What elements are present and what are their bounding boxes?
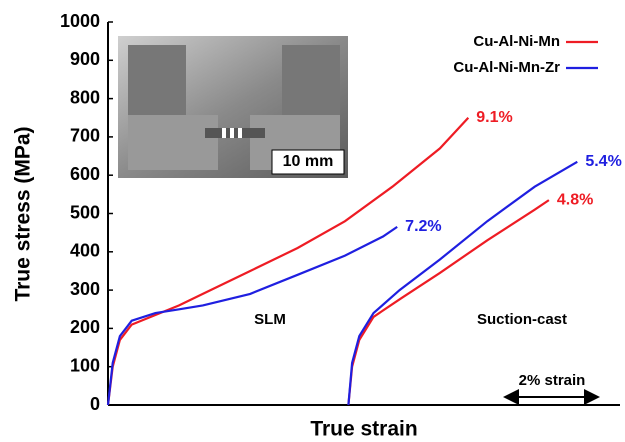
inset-photo: 10 mm (118, 36, 348, 178)
end-label: 7.2% (405, 218, 441, 235)
legend-label: Cu-Al-Ni-Mn (473, 33, 560, 50)
end-label: 4.8% (557, 191, 593, 208)
y-tick-label: 1000 (60, 11, 100, 31)
y-tick-label: 600 (70, 164, 100, 184)
y-tick-label: 900 (70, 49, 100, 69)
y-axis-label: True stress (MPa) (12, 126, 35, 301)
y-tick-label: 700 (70, 126, 100, 146)
curve (348, 162, 577, 405)
scale-bar-label: 2% strain (519, 372, 586, 389)
group-label: Suction-cast (477, 311, 567, 328)
group-label: SLM (254, 311, 286, 328)
chart: 10 mm True stress (MPa) True strain SLM … (0, 0, 625, 442)
y-tick-label: 800 (70, 87, 100, 107)
legend-label: Cu-Al-Ni-Mn-Zr (453, 59, 560, 76)
y-tick-label: 400 (70, 241, 100, 261)
y-tick-label: 0 (90, 394, 100, 414)
end-label: 5.4% (585, 153, 621, 170)
end-label: 9.1% (476, 109, 512, 126)
y-tick-label: 500 (70, 202, 100, 222)
y-tick-label: 200 (70, 317, 100, 337)
inset-label: 10 mm (283, 153, 334, 170)
y-tick-label: 100 (70, 355, 100, 375)
y-tick-label: 300 (70, 279, 100, 299)
x-axis-label: True strain (310, 418, 417, 441)
